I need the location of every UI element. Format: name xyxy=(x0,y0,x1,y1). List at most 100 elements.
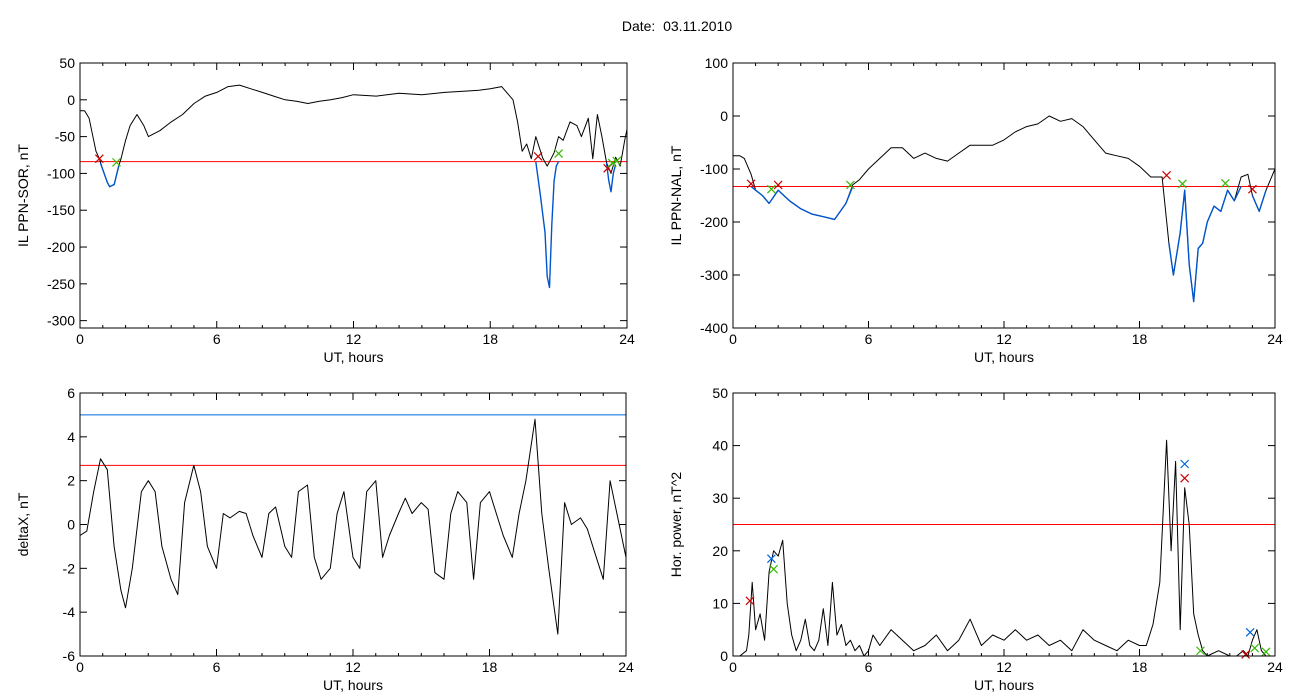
event-marker xyxy=(1245,627,1255,637)
x-tick-label: 24 xyxy=(618,659,634,675)
series-line xyxy=(535,161,560,289)
marker-stroke xyxy=(1162,170,1172,180)
event-marker xyxy=(766,554,776,564)
series-line xyxy=(80,84,628,188)
event-marker xyxy=(607,158,617,168)
y-tick-label: -2 xyxy=(63,560,76,576)
event-marker xyxy=(766,184,776,194)
marker-stroke xyxy=(94,154,104,164)
y-tick-label: -100 xyxy=(47,165,75,181)
event-marker xyxy=(612,156,622,166)
y-tick-label: -6 xyxy=(63,648,76,664)
event-marker xyxy=(1180,473,1190,483)
marker-stroke xyxy=(846,180,855,190)
marker-stroke xyxy=(746,179,756,189)
y-tick-label: -150 xyxy=(47,202,75,218)
y-tick-label: -100 xyxy=(700,161,728,177)
marker-stroke xyxy=(612,156,622,166)
marker-stroke xyxy=(1177,179,1187,189)
marker-stroke xyxy=(766,184,776,194)
marker-stroke xyxy=(1250,643,1260,653)
event-marker xyxy=(533,152,543,161)
x-tick-label: 6 xyxy=(213,331,221,347)
x-tick-label: 18 xyxy=(482,331,498,347)
marker-stroke xyxy=(112,157,121,167)
y-axis-label: IL PPN-SOR, nT xyxy=(15,144,31,247)
marker-stroke xyxy=(1245,627,1255,637)
y-tick-label: -300 xyxy=(47,313,75,329)
series-line xyxy=(605,163,617,193)
x-tick-label: 12 xyxy=(996,659,1012,675)
x-axis-label: UT, hours xyxy=(324,349,384,365)
x-tick-label: 0 xyxy=(729,331,737,347)
x-axis-label: UT, hours xyxy=(974,677,1034,693)
event-marker xyxy=(1261,647,1271,657)
series-line xyxy=(99,162,120,188)
x-tick-label: 0 xyxy=(76,331,84,347)
y-tick-label: 6 xyxy=(67,385,75,401)
event-marker xyxy=(1180,459,1190,469)
x-tick-label: 0 xyxy=(76,659,84,675)
y-axis-label: IL PPN-NAL, nT xyxy=(668,145,684,245)
event-marker xyxy=(1177,179,1187,189)
panel-4: 0 6 12 18 24 0 10 20 30 40 50 UT, hours Hor. power, … xyxy=(668,385,1283,693)
event-marker xyxy=(94,154,104,164)
marker-stroke xyxy=(766,554,776,564)
y-axis-label: deltaX, nT xyxy=(15,492,31,556)
x-axis-label: UT, hours xyxy=(323,677,383,693)
marker-stroke xyxy=(607,158,617,168)
y-tick-label: 40 xyxy=(712,438,728,454)
y-tick-label: -4 xyxy=(63,604,76,620)
y-tick-label: -300 xyxy=(700,267,728,283)
series-line xyxy=(750,185,854,221)
y-tick-label: 4 xyxy=(67,429,75,445)
panel-1: 0 6 12 18 24 -300 -250 -200 -150 -100 -50 0 50 UT, ho… xyxy=(15,55,635,365)
y-tick-label: 0 xyxy=(67,517,75,533)
marker-stroke xyxy=(1196,646,1205,656)
y-tick-label: 0 xyxy=(67,92,75,108)
event-marker xyxy=(773,180,783,190)
marker-stroke xyxy=(533,152,543,161)
plot-frame xyxy=(732,62,1276,329)
marker-stroke xyxy=(1261,647,1271,657)
series-line xyxy=(1251,189,1267,213)
x-tick-label: 18 xyxy=(1132,331,1148,347)
marker-stroke xyxy=(1180,473,1190,483)
event-marker xyxy=(1220,178,1230,188)
x-axis-label: UT, hours xyxy=(974,349,1034,365)
y-tick-label: -200 xyxy=(47,239,75,255)
y-tick-label: 2 xyxy=(67,473,75,489)
event-marker xyxy=(1196,646,1205,656)
event-marker xyxy=(112,157,121,167)
y-tick-label: -250 xyxy=(47,276,75,292)
marker-stroke xyxy=(1180,459,1190,469)
plot-frame xyxy=(79,392,627,657)
x-tick-label: 12 xyxy=(345,659,361,675)
x-tick-label: 6 xyxy=(213,659,221,675)
series-line xyxy=(79,418,627,635)
event-marker xyxy=(745,596,755,606)
event-marker xyxy=(1247,184,1257,194)
marker-stroke xyxy=(1247,184,1257,194)
event-marker xyxy=(769,564,779,574)
x-tick-label: 12 xyxy=(346,331,362,347)
x-tick-label: 12 xyxy=(996,331,1012,347)
y-tick-label: -400 xyxy=(700,320,728,336)
event-marker xyxy=(1162,170,1172,180)
event-marker xyxy=(846,180,855,190)
series-line xyxy=(733,439,1275,657)
y-tick-label: -50 xyxy=(55,129,75,145)
y-tick-label: 100 xyxy=(705,55,729,71)
marker-stroke xyxy=(554,149,564,158)
marker-stroke xyxy=(745,596,755,606)
x-tick-label: 24 xyxy=(619,331,635,347)
y-tick-label: 0 xyxy=(720,108,728,124)
panel-2: 0 6 12 18 24 -400 -300 -200 -100 0 100 UT, hours IL … xyxy=(668,55,1283,365)
x-tick-label: 18 xyxy=(482,659,498,675)
y-tick-label: -200 xyxy=(700,214,728,230)
y-axis-label: Hor. power, nT^2 xyxy=(668,472,684,578)
x-tick-label: 24 xyxy=(1267,331,1283,347)
y-tick-label: 10 xyxy=(712,595,728,611)
x-tick-label: 24 xyxy=(1267,659,1283,675)
x-tick-label: 0 xyxy=(729,659,737,675)
